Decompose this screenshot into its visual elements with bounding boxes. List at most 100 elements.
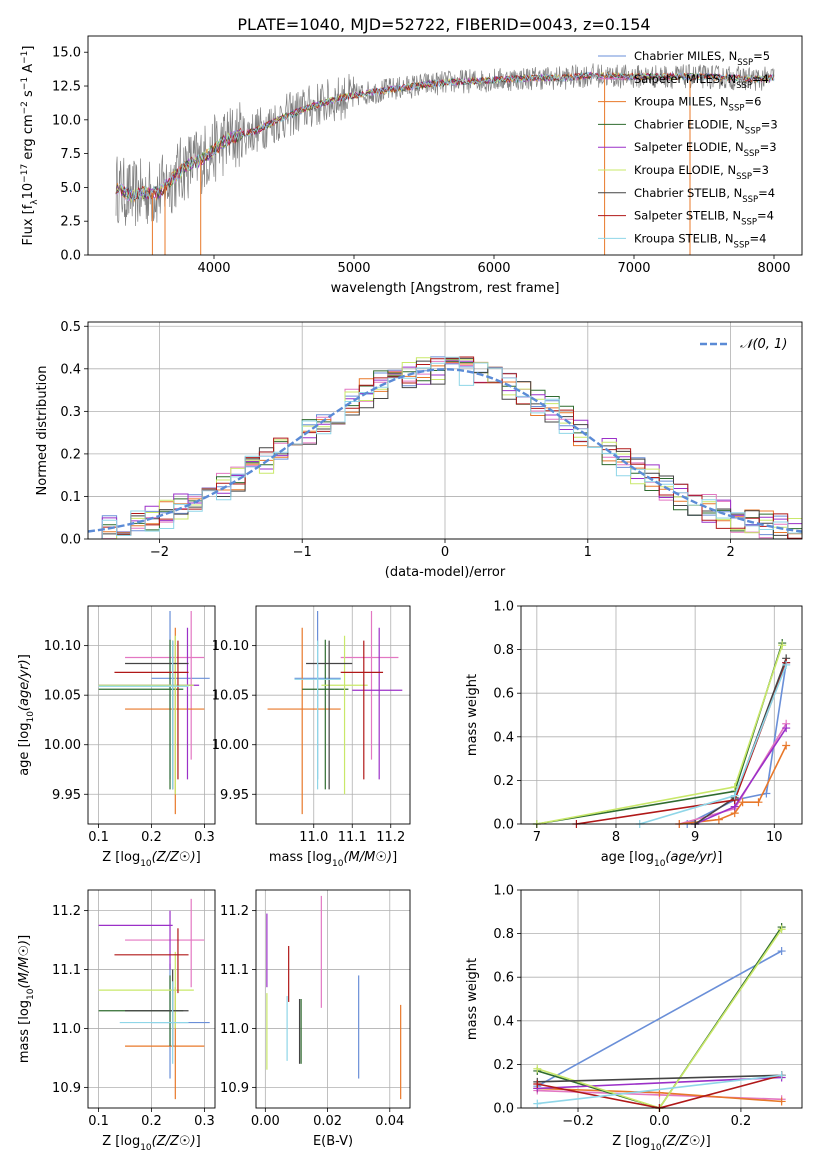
x-tick-label: 2 [726, 545, 734, 560]
legend-name: Salpeter STELIB, N [634, 209, 741, 223]
x-axis-label: Z [log10(Z/Z☉)] [102, 850, 200, 869]
legend-name: Kroupa STELIB, N [634, 231, 734, 245]
errorbar-point [114, 640, 189, 780]
x-tick-label: 0.2 [141, 1114, 162, 1129]
legend-sub: SSP [734, 240, 750, 250]
weight-marker [533, 1064, 542, 1073]
weight_vs_Z-plot-area [533, 923, 786, 1112]
legend-name: Chabrier ELODIE, N [634, 117, 745, 131]
normal-pdf-curve [88, 368, 802, 533]
weight-marker [777, 1097, 786, 1106]
spectrum-plot-area [115, 63, 775, 255]
y-tick-label: 7.5 [60, 147, 81, 162]
errorbar-point [294, 640, 341, 790]
observed-spectrum-line [115, 63, 775, 227]
x-tick-label: 0 [441, 545, 449, 560]
x-tick-label: 0.2 [731, 1114, 752, 1129]
y-tick-label: 0.0 [493, 1102, 514, 1117]
x-axis-label: E(B-V) [313, 1134, 353, 1149]
y-tick-label: 0.2 [60, 447, 81, 462]
legend-sub: SSP [745, 126, 761, 136]
y-tick-label: 0.5 [60, 320, 81, 335]
residuals-chart: −2 −1 0 1 2 0.0 0.1 0.2 0.3 0.4 0.5 (data-model)/er… [35, 320, 803, 580]
errorbar-point [302, 639, 349, 790]
legend-name: Salpeter ELODIE, N [634, 140, 744, 154]
errorbar-point [114, 928, 189, 994]
errorbar-point [125, 987, 205, 1100]
y-tick-label: 0.2 [493, 1058, 514, 1073]
legend-entry: Chabrier ELODIE, NSSP=3 [634, 117, 778, 136]
x-tick-label: 0.0 [649, 1114, 670, 1129]
y-tick-label: 10.05 [44, 689, 81, 704]
legend-sub: SSP [737, 58, 753, 68]
y-tick-label: 2.5 [60, 215, 81, 230]
spectrum-chart: 4000 5000 6000 7000 8000 0.0 2.5 5.0 7.5 10.0 12.5… [20, 35, 803, 296]
x-tick-label: 5000 [337, 261, 370, 276]
y-tick-label: 10.00 [212, 738, 249, 753]
y-axis-label: mass weight [465, 674, 480, 756]
weight-marker [738, 798, 747, 807]
y-tick-label: 0.3 [60, 405, 81, 420]
y-tick-label: 0.0 [60, 249, 81, 264]
weight-series-line [679, 745, 787, 825]
histogram-series [88, 356, 802, 539]
weight-series-line [694, 727, 787, 825]
x-tick-label: 9 [691, 830, 699, 845]
x-axis-label: Z [log10(Z/Z☉)] [612, 1134, 710, 1153]
errorbar-point [98, 639, 184, 790]
x-tick-label: 1 [584, 545, 592, 560]
weight_vs_age-plot-area [532, 639, 791, 828]
weight_vs_age-chart: 7 8 9 10 0.0 0.2 0.4 0.6 0.8 1.0 age [log10(age/yr… [465, 600, 803, 869]
x-tick-label: 0.00 [251, 1114, 280, 1129]
y-tick-label: 11.2 [52, 904, 81, 919]
residuals-grid [88, 322, 802, 540]
y-tick-label: 0.4 [493, 1014, 514, 1029]
y-tick-label: 11.2 [220, 904, 249, 919]
legend-sub: SSP [742, 195, 758, 205]
age_vs_Z-plot-area [98, 610, 210, 815]
errorbar-point [125, 627, 205, 815]
x-tick-label: 0.1 [88, 1114, 109, 1129]
legend-entry: Chabrier STELIB, NSSP=4 [634, 186, 775, 205]
weight-marker [782, 724, 791, 733]
y-tick-label: 10.9 [220, 1081, 249, 1096]
legend-name: Kroupa ELODIE, N [634, 163, 736, 177]
x-axis-label: Z [log10(Z/Z☉)] [102, 1134, 200, 1153]
weight-marker [777, 925, 786, 934]
y-tick-label: 9.95 [52, 788, 81, 803]
legend-sub: SSP [741, 218, 757, 228]
errorbar-point [98, 627, 200, 780]
x-axis-label: age [log10(age/yr)] [601, 850, 723, 869]
residual-legend: 𝒩(0, 1) [700, 337, 787, 352]
legend-name: Chabrier MILES, N [634, 49, 737, 63]
weight_vs_age-frame [520, 605, 803, 825]
errorbar-point [267, 627, 341, 815]
weight-series-line [686, 662, 787, 825]
y-tick-label: 0.0 [60, 533, 81, 548]
weight-series-line [536, 642, 783, 825]
age_vs_mass-plot-area [267, 610, 403, 815]
y-tick-label: 0.6 [493, 971, 514, 986]
weight-series-line [536, 950, 782, 1087]
x-axis-label: mass [log10(M/M☉)] [269, 850, 397, 869]
x-axis-label: (data-model)/error [385, 565, 506, 580]
y-tick-label: 5.0 [60, 181, 81, 196]
errorbar-point [340, 640, 384, 780]
legend-tail: =3 [752, 163, 769, 177]
legend-entry: Chabrier MILES, NSSP=5 [634, 49, 770, 68]
legend-sub: SSP [729, 104, 745, 114]
legend-name: Chabrier STELIB, N [634, 186, 742, 200]
x-tick-label: 4000 [197, 261, 230, 276]
mass_vs_Z-plot-area [98, 898, 210, 1100]
y-tick-label: 0.8 [493, 643, 514, 658]
y-tick-label: 10.10 [212, 639, 249, 654]
mass_vs_ebv-plot-area [266, 895, 402, 1100]
x-tick-label: 7 [533, 830, 541, 845]
legend-tail: =3 [761, 117, 778, 131]
chart-axes-layer: 4000 5000 6000 7000 80000.02.55.07.510.012.5… [17, 35, 803, 1153]
x-tick-label: 11.0 [299, 830, 328, 845]
mass_vs_ebv-grid [256, 890, 410, 1108]
errorbar-point [352, 627, 403, 780]
weight-series-line [537, 1074, 782, 1105]
